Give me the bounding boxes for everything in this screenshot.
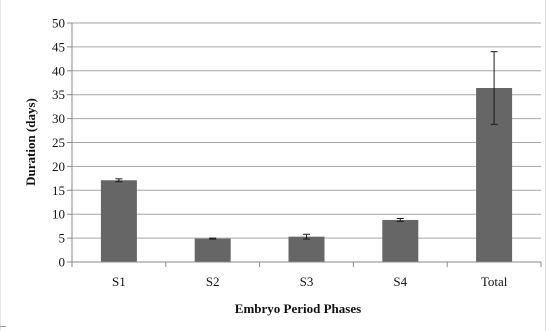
bar-s2 <box>194 238 231 262</box>
error-bar-s1 <box>115 178 123 183</box>
frame-border-bottom-stub <box>0 326 6 327</box>
x-tick-label: S1 <box>112 274 126 289</box>
y-tick-label: 40 <box>52 63 65 78</box>
y-tick-label: 45 <box>52 39 65 54</box>
bars <box>100 88 513 263</box>
x-tick-label: Total <box>481 274 508 289</box>
x-tick-label: S2 <box>206 274 220 289</box>
error-bar-s4 <box>396 218 404 222</box>
y-tick-label: 5 <box>59 231 66 246</box>
y-tick-label: 10 <box>52 207 65 222</box>
error-bar-s2 <box>209 237 217 240</box>
x-tick-label: S3 <box>300 274 314 289</box>
y-tick-label: 20 <box>52 159 65 174</box>
axes <box>71 23 542 267</box>
y-tick-label: 0 <box>59 255 66 270</box>
x-tick-label: S4 <box>393 274 407 289</box>
y-axis-title: Duration (days) <box>23 98 38 186</box>
bar-s4 <box>382 219 419 262</box>
y-tick-label: 15 <box>52 183 65 198</box>
bar-s3 <box>288 236 325 262</box>
frame-border-left <box>0 0 1 331</box>
x-axis-title: Embryo Period Phases <box>235 301 361 316</box>
gridlines <box>67 22 541 263</box>
y-tick-labels: 0 5 10 15 20 25 30 35 40 45 50 <box>52 16 65 270</box>
error-bar-s3 <box>303 233 310 240</box>
error-bars <box>115 51 498 240</box>
bar-s1 <box>100 180 137 262</box>
error-bar-total <box>490 51 498 125</box>
y-tick-label: 50 <box>52 16 65 31</box>
x-tick-labels: S1 S2 S3 S4 Total <box>112 274 508 289</box>
y-tick-label: 30 <box>52 111 65 126</box>
y-tick-label: 35 <box>52 87 65 102</box>
y-tick-label: 25 <box>52 135 65 150</box>
